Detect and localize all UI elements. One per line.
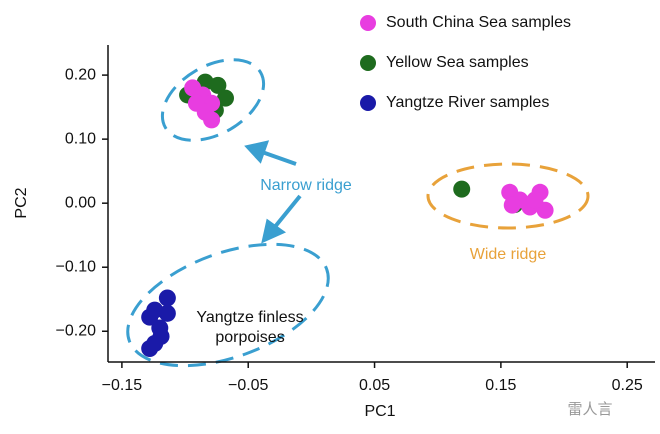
point [203,111,221,129]
legend-marker [360,95,376,111]
point [453,180,471,198]
legend-label: Yellow Sea samples [386,54,529,71]
y-tick-label: 0.10 [65,130,96,147]
point [158,289,176,307]
x-tick-label: 0.25 [612,377,643,394]
narrow-ellipse [160,58,266,142]
point [216,89,234,107]
legend-marker [360,15,376,31]
wide-label: Wide ridge [470,246,547,263]
point [141,308,159,326]
point [526,191,544,209]
arrows [244,140,302,244]
watermark: 雷人言 [567,401,612,418]
point [152,327,170,345]
x-tick-label: −0.15 [102,377,143,394]
point [209,76,227,94]
porpoise-label: Yangtze finless [196,309,303,326]
point [158,304,176,322]
legend-label: Yangtze River samples [386,94,549,111]
wide-ellipse [426,162,590,230]
x-tick-label: 0.05 [359,377,390,394]
legend-label: South China Sea samples [386,14,571,31]
narrow-label: Narrow ridge [260,177,352,194]
y-tick-label: −0.10 [56,258,97,275]
point [503,196,521,214]
legend-marker [360,55,376,71]
y-axis-label: PC2 [13,187,30,218]
y-tick-label: 0.00 [65,194,96,211]
point [141,340,159,358]
y-tick-label: −0.20 [56,322,97,339]
yangtze-ellipse [126,242,330,368]
porpoise-label: porpoises [215,329,284,346]
x-tick-label: −0.05 [228,377,269,394]
x-tick-label: 0.15 [485,377,516,394]
y-tick-label: 0.20 [65,66,96,83]
x-axis-label: PC1 [364,403,395,420]
